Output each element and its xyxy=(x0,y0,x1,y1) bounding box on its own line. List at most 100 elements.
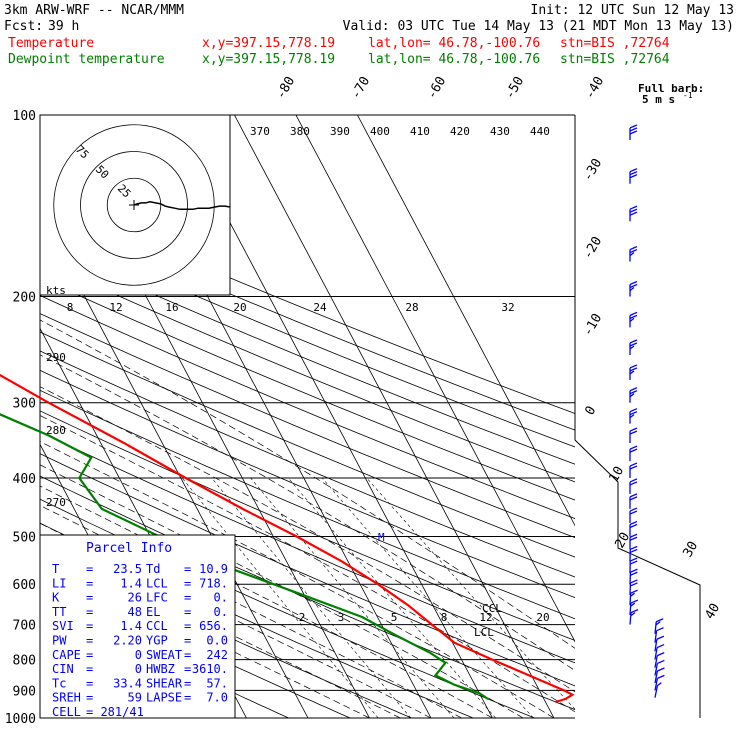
isotherm-label: 20 xyxy=(612,530,633,551)
wind-barb xyxy=(629,557,638,574)
parcel-equals: = xyxy=(184,634,191,648)
init-time: Init: 12 UTC Sun 12 May 13 xyxy=(531,3,735,18)
dry-adiabat-line xyxy=(40,572,351,718)
valid-time: Valid: 03 UTC Tue 14 May 13 (21 MDT Mon … xyxy=(343,19,734,34)
theta-label: 410 xyxy=(410,125,430,138)
parcel-label: LI xyxy=(52,576,66,590)
chart-frame-right xyxy=(574,115,701,718)
dew-loc-stn: stn=BIS ,72764 xyxy=(560,52,670,67)
wind-barb xyxy=(654,627,664,643)
moist-adiabat-line xyxy=(40,319,575,649)
isotherm-label: 30 xyxy=(680,539,701,560)
parcel-equals: = xyxy=(184,562,191,576)
wind-barb xyxy=(629,124,638,140)
mixing-ratio-low-label: 3 xyxy=(338,611,345,624)
parcel-label: K xyxy=(52,591,60,605)
wind-barb xyxy=(629,520,638,537)
ccl-label: CCL xyxy=(482,602,502,615)
mixing-ratio-low-label: 2 xyxy=(299,611,306,624)
wind-barb xyxy=(629,311,638,328)
dry-adiabat-line xyxy=(40,369,575,599)
wind-barb xyxy=(629,579,638,595)
mixing-ratio-label: 16 xyxy=(165,301,178,314)
parcel-equals: = xyxy=(86,605,93,619)
isotherm-label: -50 xyxy=(502,74,527,102)
wind-barb xyxy=(629,339,638,355)
parcel-value: = 281/41 xyxy=(86,705,144,719)
parcel-label: CCL xyxy=(146,619,168,633)
parcel-equals: = xyxy=(184,619,191,633)
fcst-value: 39 h xyxy=(48,19,79,34)
parcel-equals: = xyxy=(184,591,191,605)
pressure-tick-label: 600 xyxy=(13,578,36,593)
mixing-ratio-low-label: 12 xyxy=(479,611,492,624)
pressure-tick-label: 800 xyxy=(13,654,36,669)
parcel-label: LCL xyxy=(146,576,168,590)
wind-barb xyxy=(629,478,638,494)
wind-barb xyxy=(654,667,665,684)
isotherm-label: 10 xyxy=(606,464,627,485)
fcst-label: Fcst: xyxy=(4,19,43,34)
dry-adiabat-line xyxy=(40,331,575,558)
pressure-tick-label: 900 xyxy=(13,684,36,699)
wind-barb xyxy=(654,682,662,698)
dry-adiabat-line xyxy=(40,453,575,687)
parcel-value: 242 xyxy=(206,648,228,662)
parcel-value: 3610. xyxy=(192,662,228,676)
mixing-ratio-low-label: 5 xyxy=(391,611,398,624)
wind-barb xyxy=(654,618,664,634)
dry-adiabat-line xyxy=(40,389,575,620)
isotherm-label: -20 xyxy=(580,234,605,262)
theta-side-label: 270 xyxy=(46,496,66,509)
wind-barb xyxy=(629,589,638,606)
wind-barb xyxy=(629,387,638,403)
theta-side-label: 290 xyxy=(46,351,66,364)
pressure-tick-label: 700 xyxy=(13,619,36,634)
parcel-equals: = xyxy=(184,648,191,662)
parcel-label: EL xyxy=(146,605,160,619)
wind-barb xyxy=(629,445,638,462)
dry-adiabat-line xyxy=(40,260,575,483)
parcel-equals: = xyxy=(184,676,191,690)
parcel-value: 0. xyxy=(214,605,228,619)
mixing-ratio-line xyxy=(321,477,534,718)
wind-barb xyxy=(629,280,638,297)
wind-barb xyxy=(629,168,638,184)
pressure-tick-label: 400 xyxy=(13,472,36,487)
parcel-value: 718. xyxy=(199,576,228,590)
wind-barbs xyxy=(629,124,665,698)
hodograph-units: kts xyxy=(46,284,66,297)
mixing-ratio-low-label: 8 xyxy=(441,611,448,624)
dewpoint-trace xyxy=(0,413,489,700)
sounding-profiles xyxy=(0,373,575,703)
dry-adiabat-line xyxy=(40,410,575,641)
isotherm-label: 0 xyxy=(582,404,599,418)
wind-barb xyxy=(629,408,638,424)
parcel-equals: = xyxy=(86,676,93,690)
moist-adiabat-line xyxy=(40,464,524,718)
wind-barb xyxy=(629,427,638,444)
dry-adiabat-line xyxy=(40,195,575,414)
isotherm-line xyxy=(0,115,1,718)
parcel-value: 23.5 xyxy=(113,562,142,576)
wind-barb xyxy=(629,364,638,380)
wind-barb xyxy=(629,545,638,562)
moist-adiabat-line xyxy=(40,539,401,718)
parcel-value: 0 xyxy=(135,648,142,662)
wind-barb xyxy=(629,462,638,479)
isotherm-line xyxy=(234,115,555,718)
temperature-trace xyxy=(0,373,575,700)
dry-adiabat-line xyxy=(40,211,575,431)
hodograph-ring xyxy=(80,151,188,259)
dry-adiabat-line xyxy=(40,431,575,664)
parcel-label: LFC xyxy=(146,591,168,605)
dry-adiabat-line xyxy=(40,277,575,501)
mixing-ratio-label: 20 xyxy=(233,301,246,314)
pressure-tick-label: 200 xyxy=(13,291,36,306)
isotherm-label: -80 xyxy=(273,74,298,102)
theta-label: 400 xyxy=(370,125,390,138)
parcel-value: 1.4 xyxy=(120,619,142,633)
dew-loc-xy: x,y=397.15,778.19 xyxy=(202,52,335,67)
parcel-label: Td xyxy=(146,562,160,576)
